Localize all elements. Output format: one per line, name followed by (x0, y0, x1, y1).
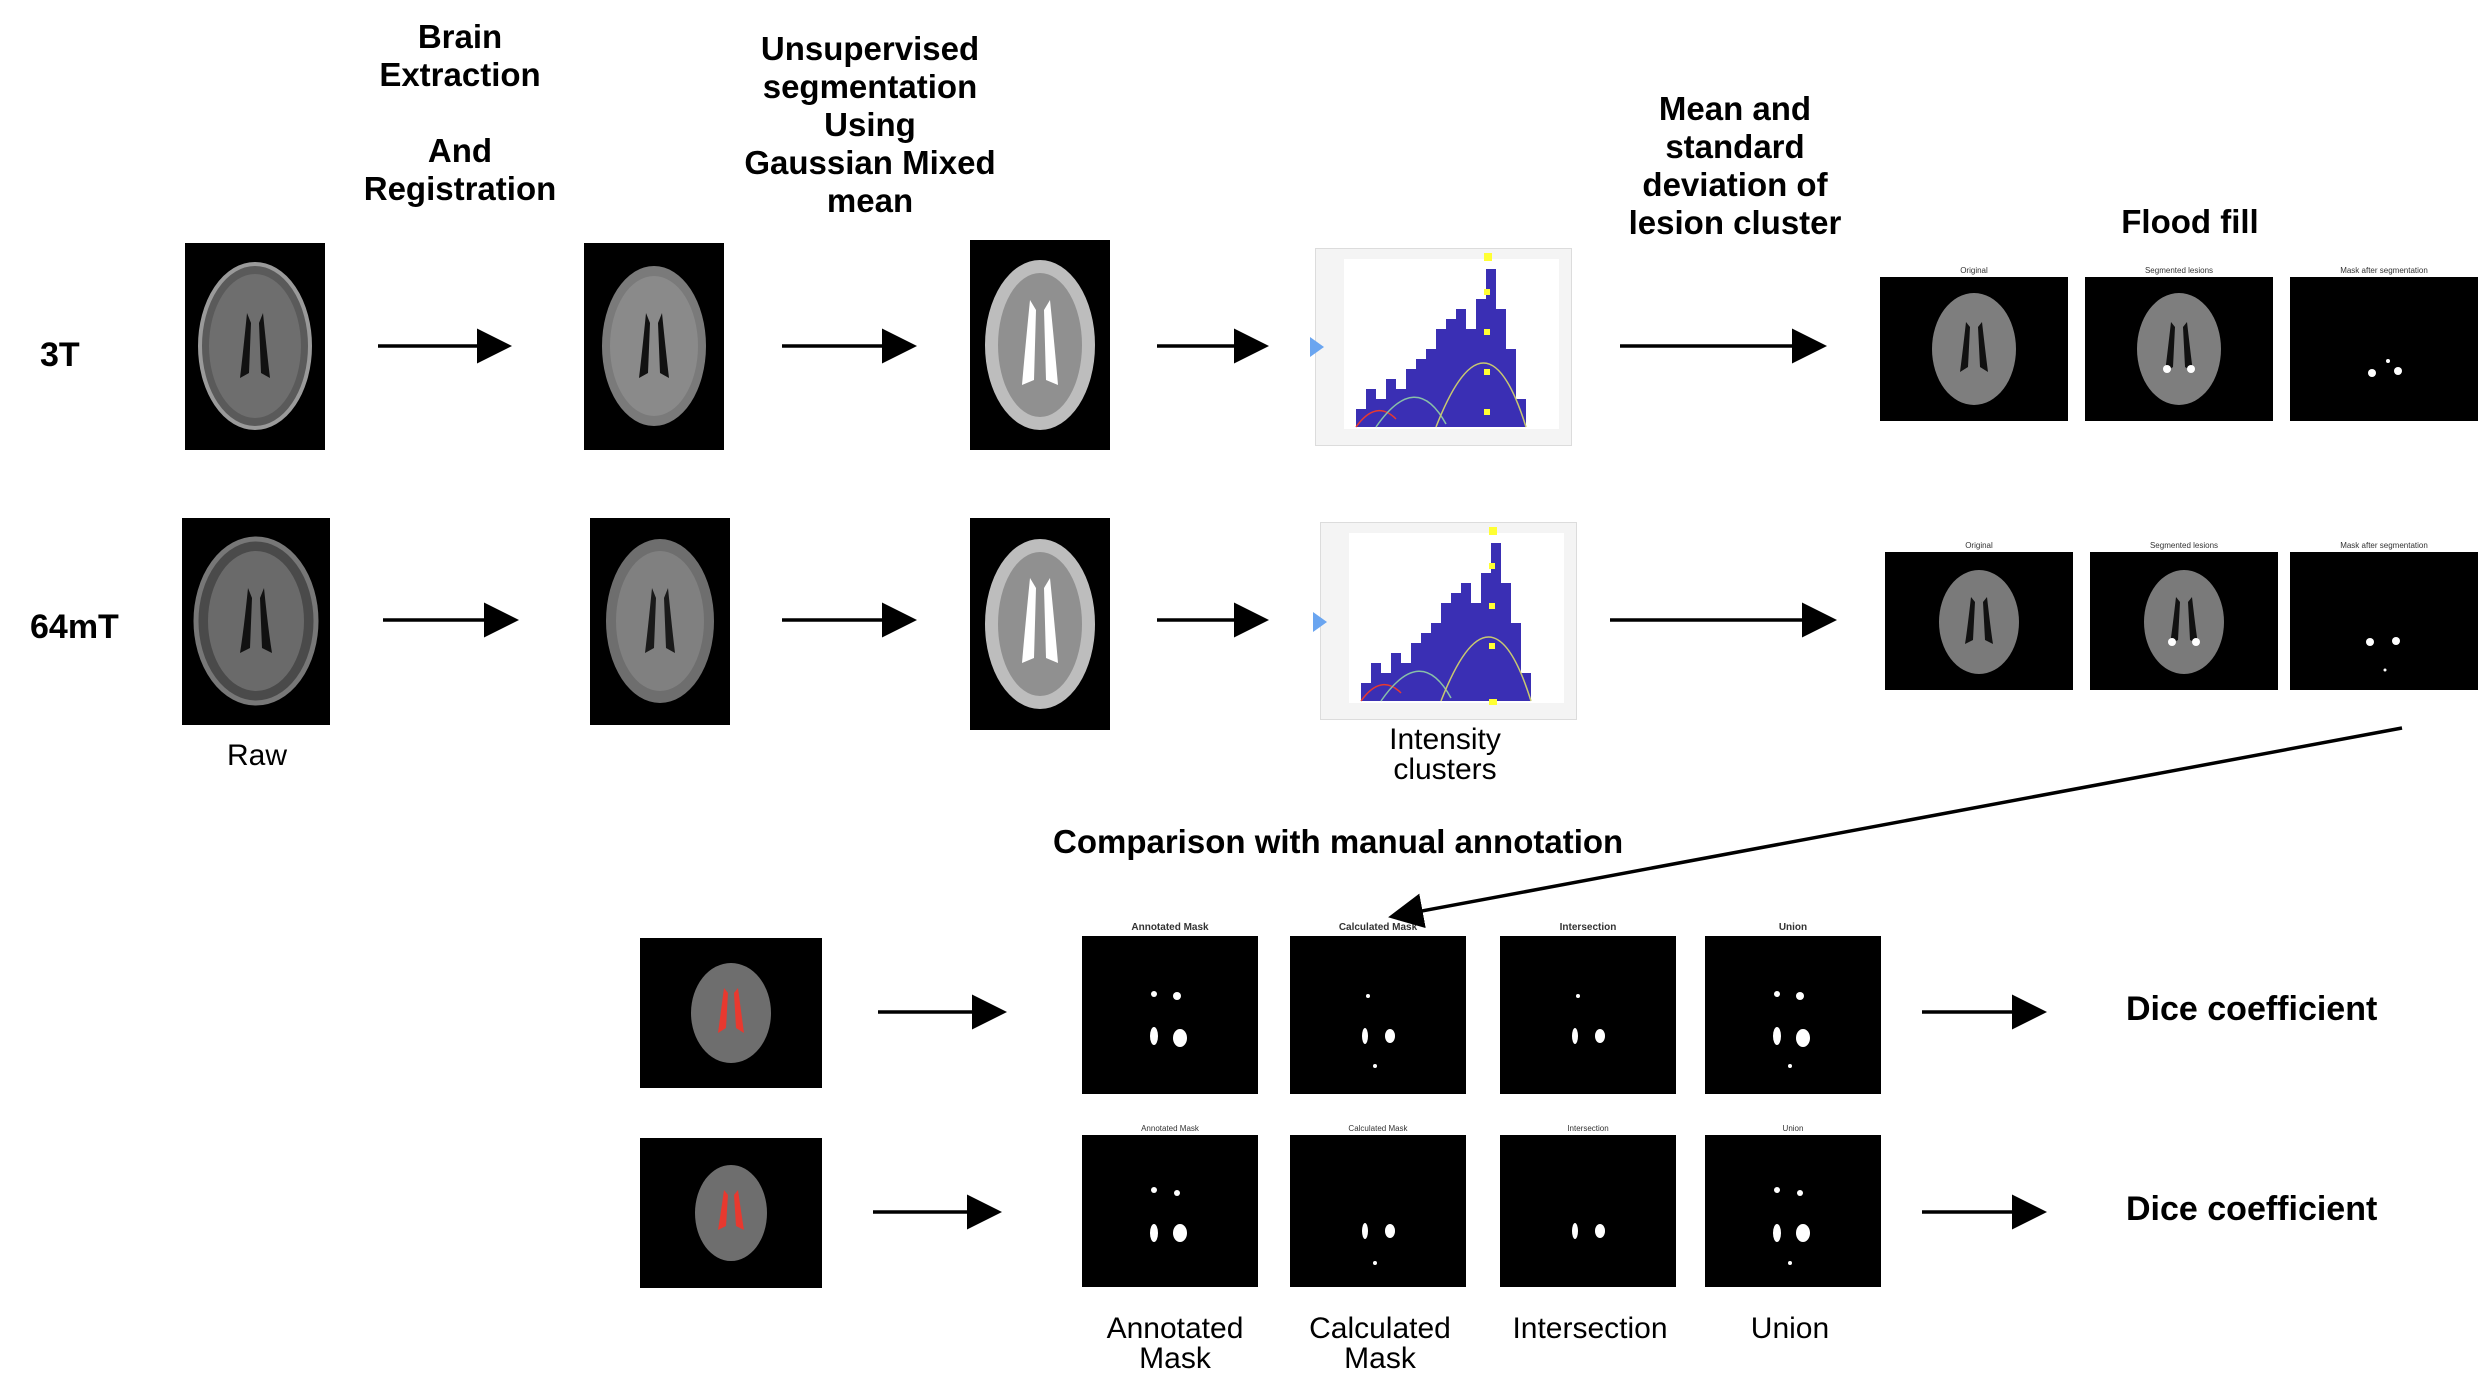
union-plot-64mt: Union (1705, 1124, 1881, 1287)
marker-triangle-3t (1310, 337, 1324, 357)
annotated-mask-label: Annotated Mask (1106, 1312, 1244, 1375)
subplot-title: Calculated Mask (1338, 922, 1418, 933)
raw-label: Raw (226, 739, 287, 772)
dice-coefficient-1: Dice coefficient (2126, 990, 2378, 1028)
annotated-mask-plot-3t: Annotated Mask (1082, 923, 1258, 1094)
subplot-title: Intersection (1567, 1124, 1609, 1133)
subplot-title: Original (1965, 541, 1993, 550)
calculated-mask-plot-64mt: Calculated Mask (1290, 1124, 1466, 1287)
raw-3t-scan (185, 243, 325, 450)
subplot-title: Annotated Mask (1141, 1124, 1199, 1133)
subplot-title: Mask after segmentation (2340, 266, 2428, 275)
calculated-mask-plot-3t: Calculated Mask (1290, 923, 1466, 1094)
subplot-title: Segmented lesions (2144, 266, 2214, 275)
flood-fill-original-64mt: Original (1885, 541, 2073, 690)
histogram-64mt (1320, 522, 1577, 720)
subplot-title: Calculated Mask (1348, 1124, 1408, 1133)
union-label: Union (1750, 1312, 1830, 1345)
marker-triangle-64mt (1313, 612, 1327, 632)
intersection-plot-3t: Intersection (1500, 923, 1676, 1094)
subplot-title: Mask after segmentation (2340, 541, 2428, 550)
flood-fill-segmented-64mt: Segmented lesions (2090, 541, 2278, 690)
histogram-3t (1315, 248, 1572, 446)
header-mean-std: Mean and standard deviation of lesion cl… (1628, 90, 1842, 241)
dice-coefficient-2: Dice coefficient (2126, 1190, 2378, 1228)
union-plot-3t: Union (1705, 923, 1881, 1094)
annotated-overlay-3t (640, 938, 822, 1088)
header-flood-fill: Flood fill (2121, 203, 2259, 240)
gmm-segmentation-3t (970, 240, 1110, 450)
subplot-title: Segmented lesions (2149, 541, 2219, 550)
flood-fill-mask-64mt: Mask after segmentation (2290, 541, 2478, 690)
raw-64mt-scan (182, 518, 330, 725)
header-unsupervised-segmentation: Unsupervised segmentation Using Gaussian… (744, 30, 996, 219)
annotated-overlay-64mt (640, 1138, 822, 1288)
extracted-3t-brain (584, 243, 724, 450)
arrow (1388, 726, 2403, 929)
flood-fill-mask-3t: Mask after segmentation (2290, 266, 2478, 421)
header-brain-extraction: Brain Extraction And Registration (363, 18, 557, 207)
subplot-title: Original (1960, 266, 1988, 275)
intersection-plot-64mt: Intersection (1500, 1124, 1676, 1287)
subplot-title: Intersection (1559, 922, 1617, 933)
calculated-mask-label: Calculated Mask (1309, 1312, 1451, 1375)
extracted-64mt-brain (590, 518, 730, 725)
flood-fill-segmented-3t: Segmented lesions (2085, 266, 2273, 421)
intensity-clusters-label: Intensity clusters (1389, 723, 1501, 786)
row-label-64mt: 64mT (30, 608, 119, 646)
subplot-title: Union (1782, 1124, 1804, 1133)
flood-fill-original-3t: Original (1880, 266, 2068, 421)
row-label-3t: 3T (40, 336, 80, 374)
annotated-mask-plot-64mt: Annotated Mask (1082, 1124, 1258, 1287)
gmm-segmentation-64mt (970, 518, 1110, 730)
subplot-title: Annotated Mask (1131, 922, 1209, 933)
comparison-title: Comparison with manual annotation (1053, 823, 1624, 860)
subplot-title: Union (1778, 922, 1808, 933)
intersection-label: Intersection (1512, 1312, 1668, 1345)
